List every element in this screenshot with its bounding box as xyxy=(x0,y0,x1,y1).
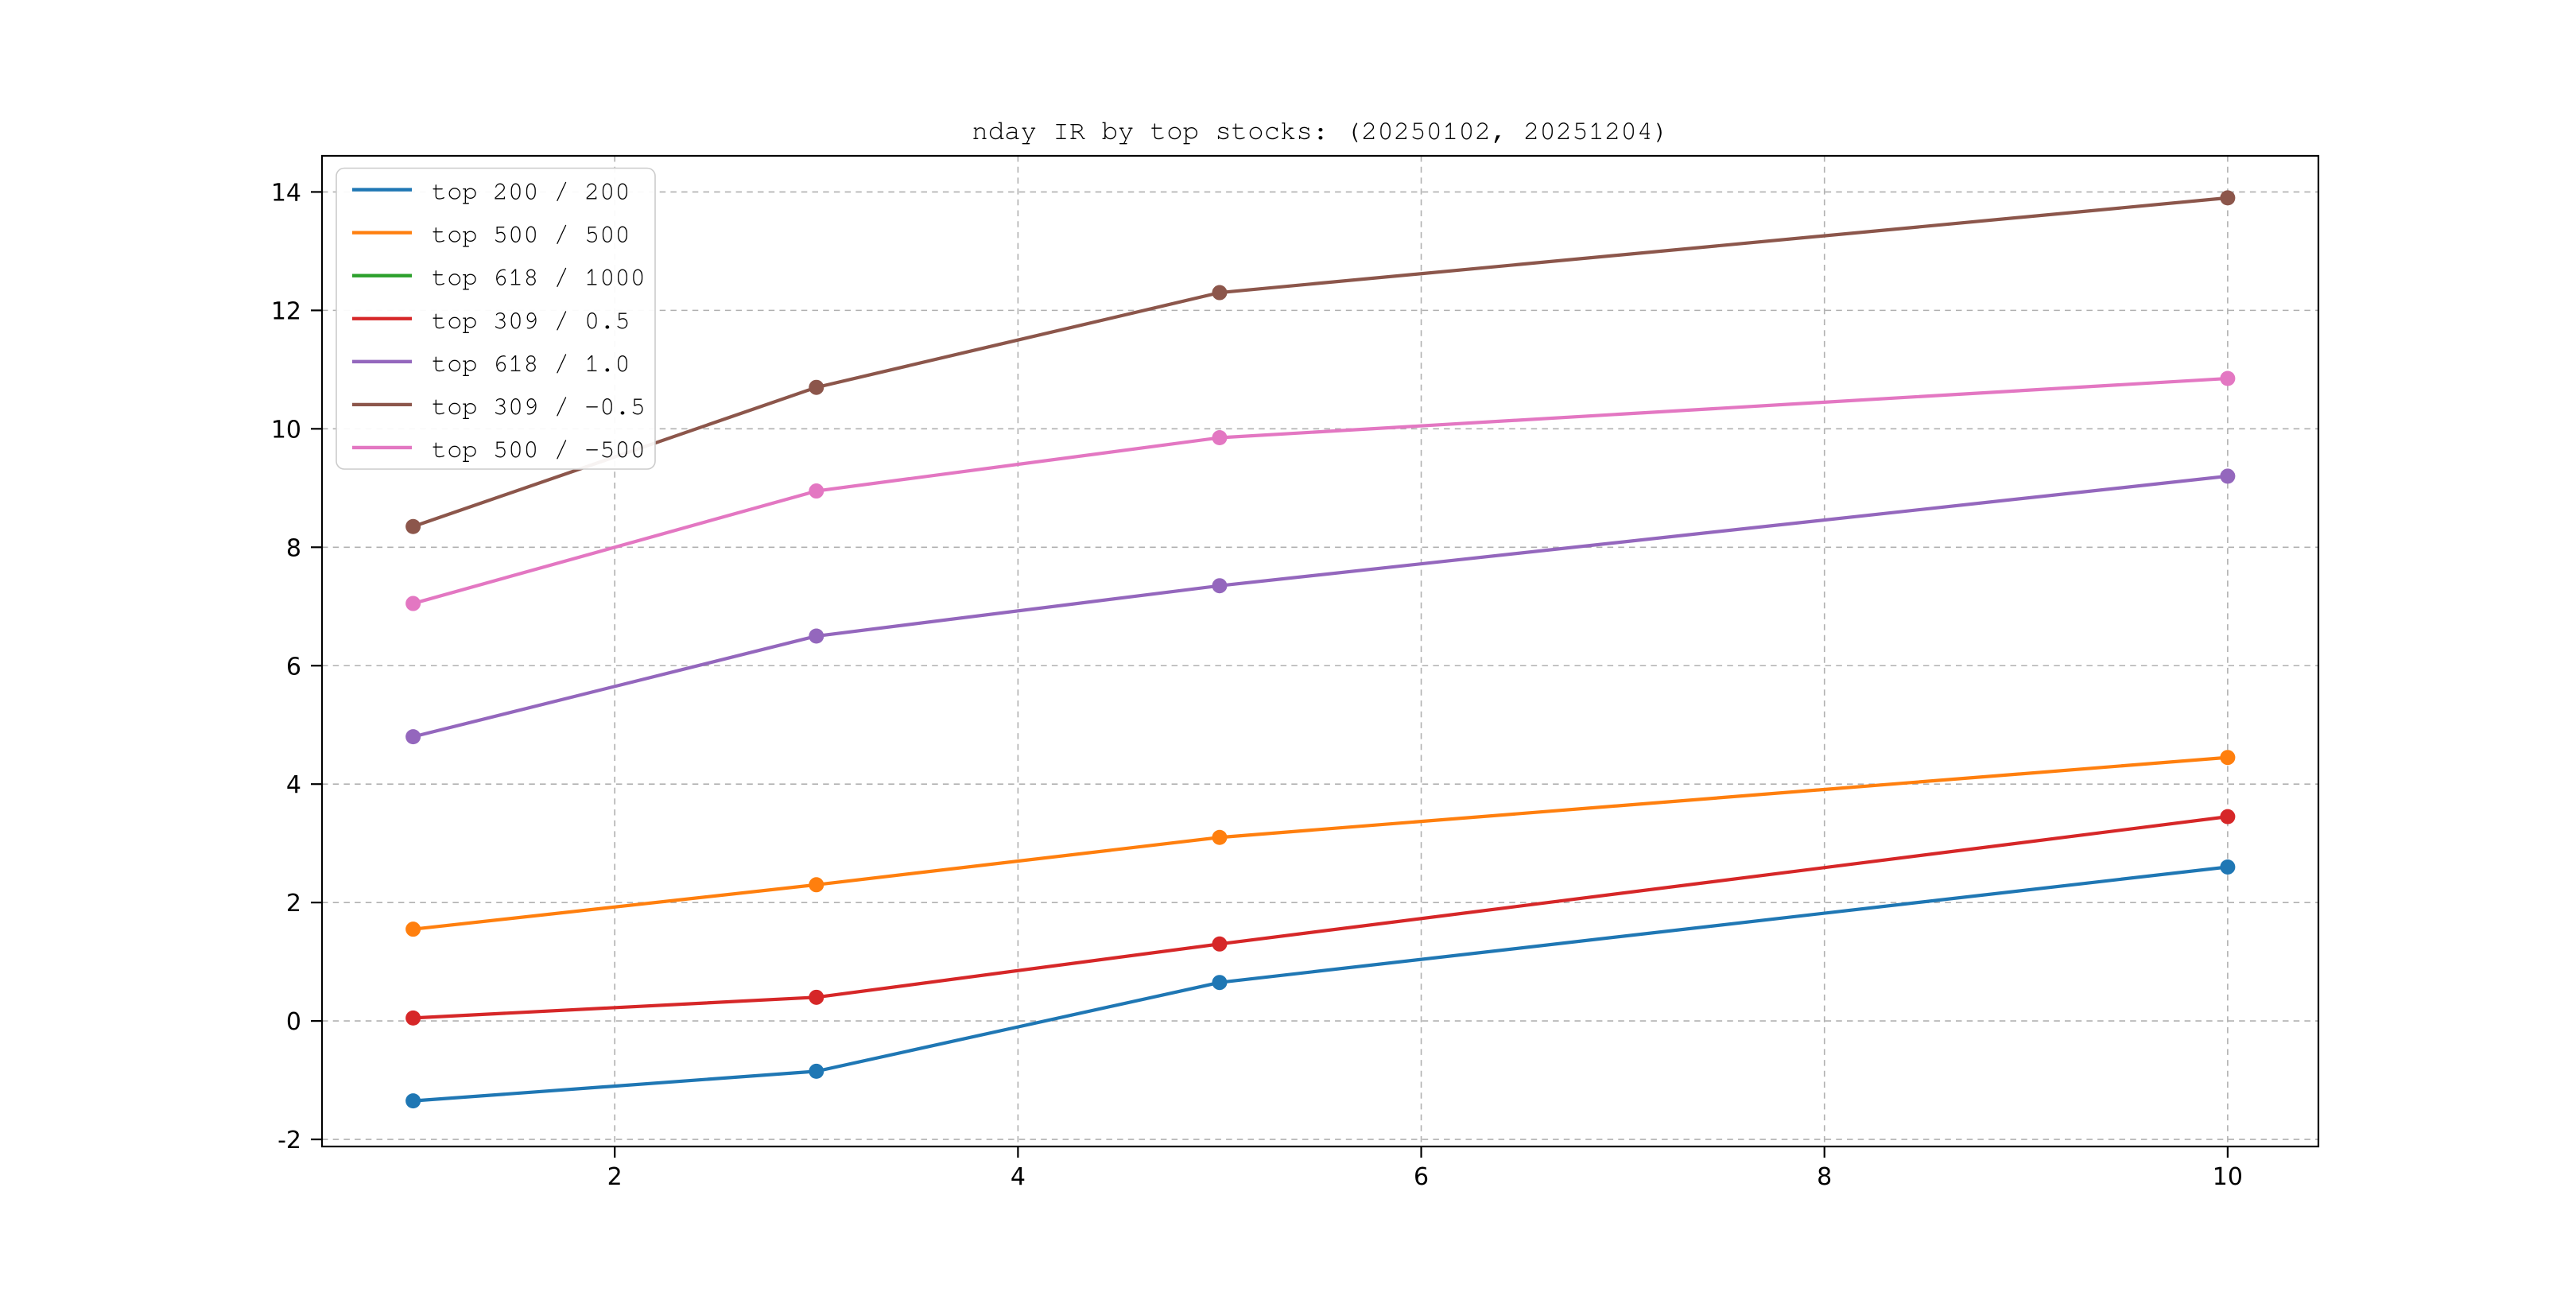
svg-text:12: 12 xyxy=(271,297,301,325)
svg-text:-2: -2 xyxy=(277,1127,301,1154)
svg-text:10: 10 xyxy=(271,416,301,444)
svg-text:0: 0 xyxy=(286,1008,301,1036)
svg-text:top 309 / 0.5: top 309 / 0.5 xyxy=(432,308,630,334)
svg-text:10: 10 xyxy=(2213,1163,2243,1191)
svg-text:4: 4 xyxy=(286,771,301,799)
svg-text:nday IR by top stocks: (202501: nday IR by top stocks: (20250102, 202512… xyxy=(972,118,1669,145)
svg-text:2: 2 xyxy=(286,890,301,918)
svg-text:6: 6 xyxy=(1414,1163,1429,1191)
svg-text:top 200 / 200: top 200 / 200 xyxy=(432,180,630,205)
svg-text:top 500 / 500: top 500 / 500 xyxy=(432,223,630,248)
svg-text:top 618 / 1000: top 618 / 1000 xyxy=(432,266,646,291)
svg-text:2: 2 xyxy=(607,1163,623,1191)
svg-text:8: 8 xyxy=(1817,1163,1832,1191)
svg-text:6: 6 xyxy=(286,653,301,681)
svg-text:top 309 / -0.5: top 309 / -0.5 xyxy=(432,394,646,420)
svg-text:4: 4 xyxy=(1011,1163,1026,1191)
svg-text:8: 8 xyxy=(286,534,301,562)
svg-text:top 500 / -500: top 500 / -500 xyxy=(432,437,646,463)
svg-text:top 618 / 1.0: top 618 / 1.0 xyxy=(432,351,630,377)
svg-text:14: 14 xyxy=(271,179,301,207)
